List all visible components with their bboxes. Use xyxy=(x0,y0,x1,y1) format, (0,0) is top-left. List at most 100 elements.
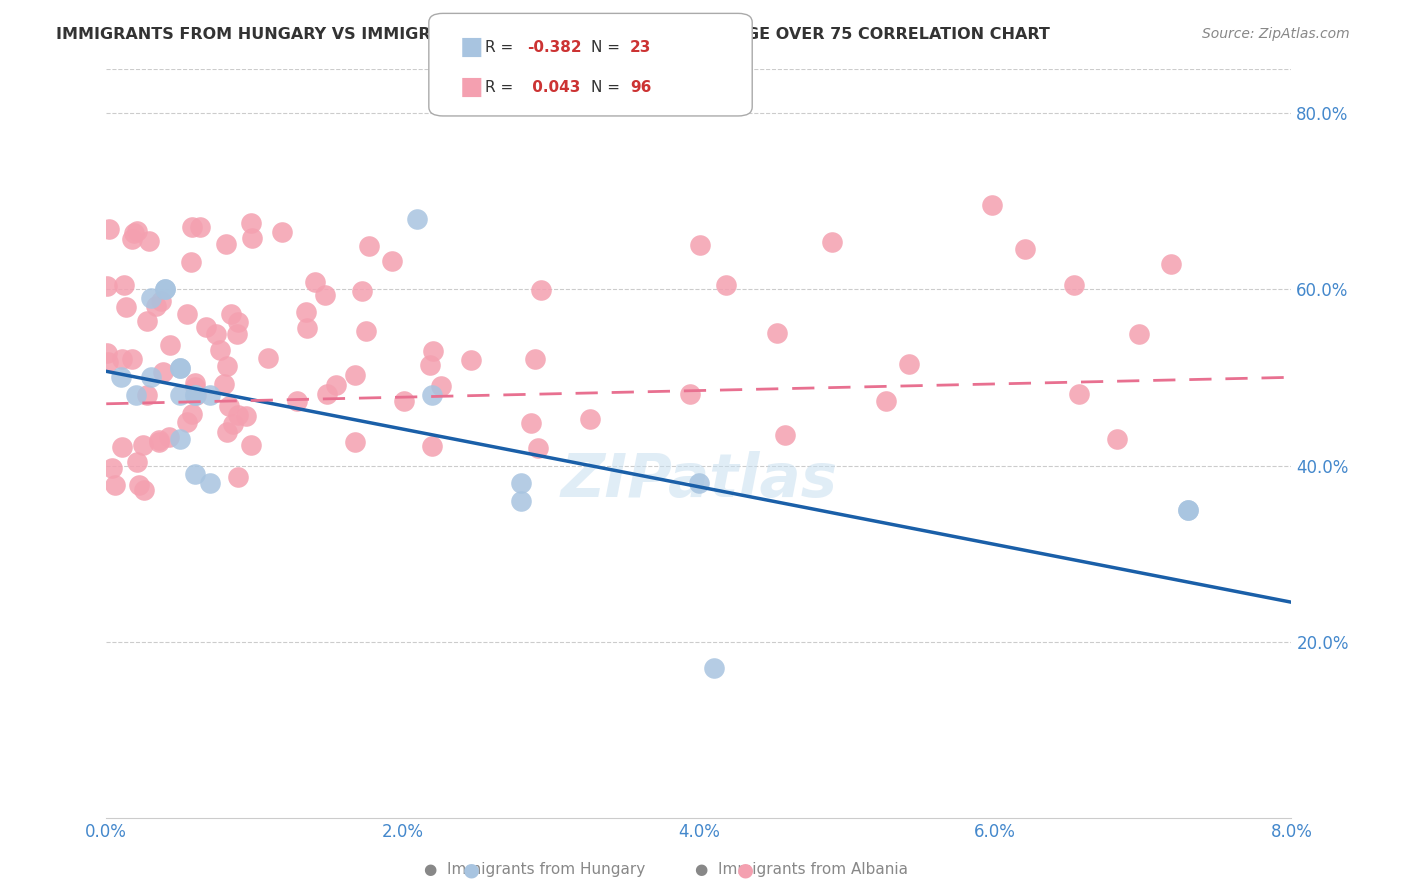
Point xyxy=(226,326,249,341)
Point xyxy=(155,282,177,296)
Point xyxy=(520,417,543,431)
Point xyxy=(132,438,155,452)
Text: ■: ■ xyxy=(460,76,484,99)
Point xyxy=(121,232,143,246)
Point xyxy=(226,470,249,484)
Point xyxy=(180,408,202,422)
Text: 23: 23 xyxy=(630,40,651,54)
Point xyxy=(304,275,326,289)
Point xyxy=(1105,432,1128,446)
Point xyxy=(1063,278,1085,293)
Point xyxy=(157,430,180,444)
Point xyxy=(198,388,221,402)
Point xyxy=(221,307,243,321)
Point xyxy=(132,483,155,498)
Point xyxy=(579,411,602,425)
Text: ■: ■ xyxy=(460,36,484,59)
Point xyxy=(111,351,134,366)
Point xyxy=(325,378,347,392)
Point xyxy=(127,224,149,238)
Point xyxy=(148,433,170,447)
Point xyxy=(523,351,546,366)
Text: Source: ZipAtlas.com: Source: ZipAtlas.com xyxy=(1202,27,1350,41)
Text: 0.043: 0.043 xyxy=(527,80,581,95)
Point xyxy=(703,661,725,675)
Point xyxy=(406,211,429,226)
Point xyxy=(381,254,404,268)
Point xyxy=(1160,257,1182,271)
Point xyxy=(420,388,443,402)
Point xyxy=(240,230,263,244)
Point xyxy=(1177,502,1199,516)
Point xyxy=(359,238,381,252)
Text: ●: ● xyxy=(737,860,754,880)
Point xyxy=(679,387,702,401)
Point xyxy=(295,321,318,335)
Point xyxy=(530,283,553,297)
Point xyxy=(316,387,339,401)
Point xyxy=(217,359,239,374)
Point xyxy=(344,368,367,383)
Text: -0.382: -0.382 xyxy=(527,40,582,54)
Point xyxy=(115,300,138,314)
Point xyxy=(765,326,787,340)
Point xyxy=(392,393,415,408)
Text: R =: R = xyxy=(485,40,519,54)
Point xyxy=(1014,243,1036,257)
Point xyxy=(111,441,134,455)
Point xyxy=(104,477,127,491)
Point xyxy=(139,291,162,305)
Point xyxy=(422,344,444,359)
Point xyxy=(221,417,243,431)
Text: ●  Immigrants from Hungary: ● Immigrants from Hungary xyxy=(423,863,645,877)
Point xyxy=(226,315,249,329)
Text: R =: R = xyxy=(485,80,519,95)
Point xyxy=(205,327,228,342)
Point xyxy=(136,314,159,328)
Point xyxy=(430,379,453,393)
Point xyxy=(344,434,367,449)
Point xyxy=(100,461,122,475)
Point xyxy=(180,254,202,268)
Point xyxy=(1177,502,1199,516)
Point xyxy=(169,361,191,376)
Point xyxy=(194,320,217,334)
Point xyxy=(110,370,132,384)
Point xyxy=(419,358,441,372)
Point xyxy=(1067,387,1090,401)
Point xyxy=(176,307,198,321)
Point xyxy=(138,234,160,248)
Point xyxy=(188,219,211,234)
Point xyxy=(270,225,292,239)
Point xyxy=(235,409,257,423)
Point xyxy=(314,288,336,302)
Point xyxy=(96,345,118,359)
Point xyxy=(980,197,1002,211)
Point xyxy=(112,278,135,293)
Point xyxy=(169,361,191,376)
Point xyxy=(716,278,738,293)
Point xyxy=(295,305,318,319)
Point xyxy=(184,388,207,402)
Point xyxy=(217,425,239,440)
Point xyxy=(122,226,145,240)
Point xyxy=(775,427,797,442)
Point xyxy=(420,439,443,453)
Point xyxy=(125,388,148,402)
Point xyxy=(145,299,167,313)
Point xyxy=(897,357,920,371)
Point xyxy=(212,376,235,391)
Text: N =: N = xyxy=(591,40,624,54)
Point xyxy=(169,432,191,446)
Point xyxy=(96,279,118,293)
Point xyxy=(688,476,710,491)
Point xyxy=(215,236,238,251)
Point xyxy=(97,354,120,368)
Point xyxy=(184,376,207,390)
Point xyxy=(198,476,221,491)
Point xyxy=(239,216,262,230)
Text: 96: 96 xyxy=(630,80,651,95)
Point xyxy=(152,365,174,379)
Point xyxy=(527,441,550,455)
Text: N =: N = xyxy=(591,80,624,95)
